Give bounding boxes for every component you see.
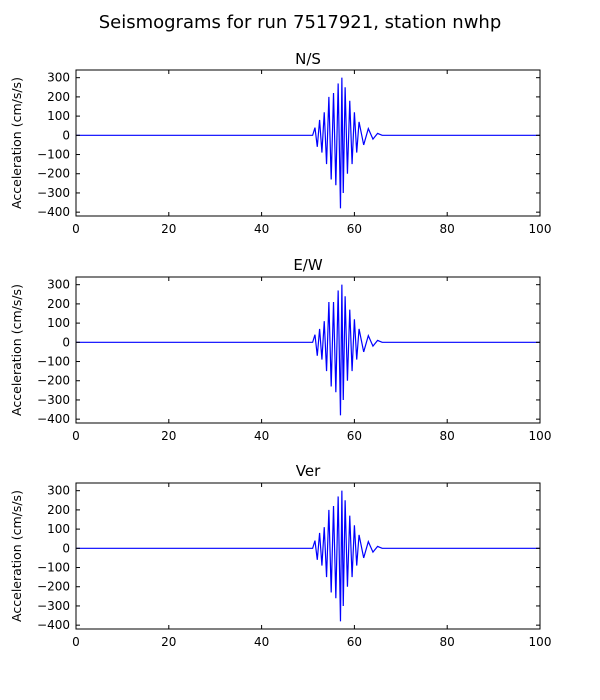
- figure-title: Seismograms for run 7517921, station nwh…: [99, 12, 502, 33]
- x-tick-label: 0: [72, 222, 80, 236]
- y-tick-label: 0: [62, 128, 70, 142]
- x-tick-label: 40: [254, 429, 269, 443]
- y-tick-label: 200: [47, 503, 70, 517]
- x-tick-label: 0: [72, 429, 80, 443]
- y-tick-label: −400: [37, 412, 70, 426]
- y-tick-label: 300: [47, 71, 70, 85]
- x-tick-label: 100: [529, 429, 552, 443]
- panel-title-ns: N/S: [295, 50, 321, 68]
- y-axis-label-ns: Acceleration (cm/s/s): [9, 77, 24, 209]
- y-tick-label: 300: [47, 484, 70, 498]
- y-tick-label: −100: [37, 148, 70, 162]
- x-tick-label: 20: [161, 222, 176, 236]
- trace-line-ns: [76, 77, 540, 209]
- y-tick-label: 0: [62, 541, 70, 555]
- x-tick-label: 80: [440, 222, 455, 236]
- x-tick-label: 60: [347, 635, 362, 649]
- y-tick-label: −100: [37, 355, 70, 369]
- y-tick-label: 200: [47, 90, 70, 104]
- x-tick-label: 0: [72, 635, 80, 649]
- y-tick-label: 100: [47, 316, 70, 330]
- y-axis-label-ver: Acceleration (cm/s/s): [9, 490, 24, 622]
- y-tick-label: −100: [37, 561, 70, 575]
- y-tick-label: −200: [37, 374, 70, 388]
- y-tick-label: −300: [37, 393, 70, 407]
- y-tick-label: −200: [37, 167, 70, 181]
- y-tick-label: 300: [47, 278, 70, 292]
- y-tick-label: −400: [37, 205, 70, 219]
- x-tick-label: 100: [529, 222, 552, 236]
- y-tick-label: 200: [47, 297, 70, 311]
- axes-frame-ew: [75, 276, 541, 424]
- trace-line-ew: [76, 284, 540, 416]
- y-tick-label: 100: [47, 109, 70, 123]
- x-tick-label: 40: [254, 222, 269, 236]
- x-tick-label: 80: [440, 429, 455, 443]
- x-tick-label: 80: [440, 635, 455, 649]
- panel-title-ew: E/W: [293, 256, 323, 274]
- y-tick-label: 0: [62, 335, 70, 349]
- x-tick-label: 40: [254, 635, 269, 649]
- panels-group: N/S Acceleration (cm/s/s) 0 20 40 60 80 100 −400…: [9, 50, 551, 649]
- axes-frame-ver: [75, 482, 541, 630]
- x-tick-label: 60: [347, 429, 362, 443]
- y-tick-label: −400: [37, 618, 70, 632]
- panel-ew: E/W Acceleration (cm/s/s) 0 20 40 60 80 100 −400…: [9, 256, 551, 443]
- x-tick-label: 20: [161, 635, 176, 649]
- y-tick-label: 100: [47, 522, 70, 536]
- panel-ns: N/S Acceleration (cm/s/s) 0 20 40 60 80 100 −400…: [9, 50, 551, 236]
- x-tick-label: 100: [529, 635, 552, 649]
- axes-frame-ns: [75, 69, 541, 217]
- panel-title-ver: Ver: [296, 462, 321, 480]
- x-tick-label: 20: [161, 429, 176, 443]
- y-tick-label: −200: [37, 580, 70, 594]
- y-tick-label: −300: [37, 186, 70, 200]
- y-axis-label-ew: Acceleration (cm/s/s): [9, 284, 24, 416]
- panel-ver: Ver Acceleration (cm/s/s) 0 20 40 60 80 100 −400…: [9, 462, 551, 649]
- x-tick-label: 60: [347, 222, 362, 236]
- trace-line-ver: [76, 490, 540, 622]
- y-tick-label: −300: [37, 599, 70, 613]
